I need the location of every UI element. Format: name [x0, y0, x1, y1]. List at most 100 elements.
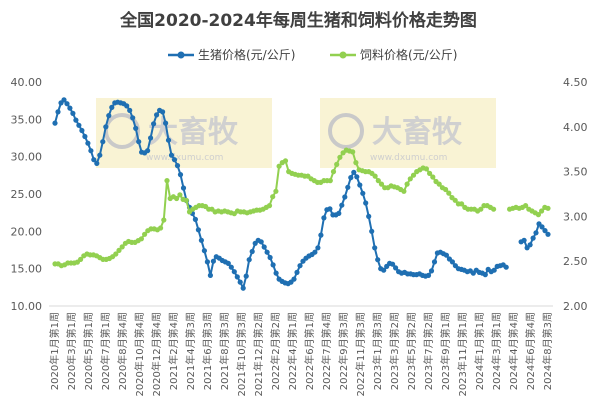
data-point	[315, 245, 321, 251]
data-point	[423, 166, 429, 172]
data-point	[103, 124, 109, 130]
data-point	[258, 239, 264, 245]
data-point	[351, 169, 357, 175]
data-point	[527, 242, 533, 248]
watermark-box	[96, 98, 272, 168]
data-point	[273, 270, 279, 276]
data-point	[78, 256, 84, 262]
data-point	[533, 230, 539, 236]
x-axis-tick: 2023年9月第1周	[439, 312, 452, 390]
data-point	[503, 264, 509, 270]
data-point	[177, 172, 184, 178]
x-axis-tick: 2020年10月第4周	[133, 312, 146, 397]
data-point	[436, 181, 442, 187]
data-point	[201, 248, 207, 254]
x-axis-tick: 2024年1月第1周	[473, 312, 486, 390]
data-point	[327, 206, 333, 212]
x-axis-tick: 2021年10月第3周	[235, 312, 248, 397]
data-point	[124, 103, 130, 109]
data-point	[76, 122, 82, 128]
left-axis-tick: 15.00	[11, 263, 43, 276]
data-point	[180, 185, 187, 191]
data-point	[530, 235, 536, 241]
data-point	[336, 210, 342, 216]
data-point	[393, 265, 399, 271]
data-point	[381, 267, 387, 273]
data-point	[372, 173, 378, 179]
watermark-text: 大畜牧	[372, 115, 463, 150]
data-point	[109, 104, 115, 110]
x-axis-tick: 2021年2月第4周	[167, 312, 180, 390]
data-point	[88, 148, 94, 154]
data-point	[158, 225, 164, 231]
data-point	[375, 178, 381, 184]
left-axis-tick: 20.00	[11, 225, 43, 238]
data-point	[148, 135, 154, 141]
data-point	[231, 269, 237, 275]
data-point	[145, 148, 151, 154]
x-axis-tick: 2020年1月第1周	[48, 312, 61, 390]
watermark-box	[320, 98, 496, 168]
data-point	[401, 188, 407, 194]
data-point	[73, 117, 79, 123]
data-point	[67, 105, 73, 111]
data-point	[171, 157, 178, 163]
data-point	[407, 176, 413, 182]
data-point	[270, 262, 276, 268]
data-point	[539, 208, 545, 214]
x-axis-tick: 2022年4月第1周	[286, 312, 299, 390]
data-point	[195, 227, 201, 233]
data-point	[164, 178, 170, 184]
data-point	[266, 203, 273, 209]
data-point	[100, 139, 106, 145]
data-point	[85, 140, 91, 146]
watermark-text: 大畜牧	[148, 115, 239, 150]
x-axis-tick: 2020年8月第4周	[116, 312, 129, 390]
data-point	[294, 269, 300, 275]
data-point	[446, 190, 452, 196]
data-point	[267, 254, 273, 261]
data-point	[318, 232, 324, 238]
x-axis-tick: 2024年3月第1周	[490, 312, 503, 390]
data-point	[264, 249, 270, 255]
data-point	[354, 174, 360, 180]
data-point	[138, 236, 144, 242]
data-point	[425, 272, 432, 278]
data-point	[116, 247, 122, 253]
data-point	[246, 257, 252, 263]
data-point	[366, 213, 372, 219]
x-axis-tick: 2022年6月第1周	[303, 312, 316, 390]
watermark-url: www.dxumu.com	[370, 153, 447, 163]
data-point	[261, 244, 267, 250]
data-point	[165, 137, 172, 143]
x-axis-tick: 2020年5月第1周	[82, 312, 95, 390]
x-axis-tick: 2022年2月第2周	[269, 312, 282, 390]
data-point	[353, 160, 359, 166]
data-point	[297, 263, 303, 269]
x-axis-tick: 2022年9月第3周	[337, 312, 350, 390]
left-axis-tick: 40.00	[11, 76, 43, 89]
data-point	[79, 127, 85, 134]
data-point	[357, 182, 363, 188]
data-point	[545, 205, 551, 211]
x-axis-tick: 2020年3月第1周	[65, 312, 78, 390]
data-point	[97, 152, 103, 158]
data-point	[321, 215, 327, 221]
data-point	[174, 163, 181, 169]
data-point	[348, 175, 354, 181]
data-point	[350, 149, 356, 155]
data-point	[228, 264, 234, 270]
legend-marker	[177, 51, 185, 59]
data-point	[327, 178, 333, 184]
data-point	[535, 212, 542, 218]
data-point	[225, 260, 231, 266]
data-point	[430, 174, 436, 180]
legend-label: 饲料价格(元/公斤)	[360, 47, 457, 62]
data-point	[443, 186, 449, 193]
data-point	[342, 194, 348, 200]
data-point	[428, 268, 435, 274]
data-point	[372, 245, 378, 251]
data-point	[240, 285, 246, 291]
data-point	[459, 201, 465, 207]
